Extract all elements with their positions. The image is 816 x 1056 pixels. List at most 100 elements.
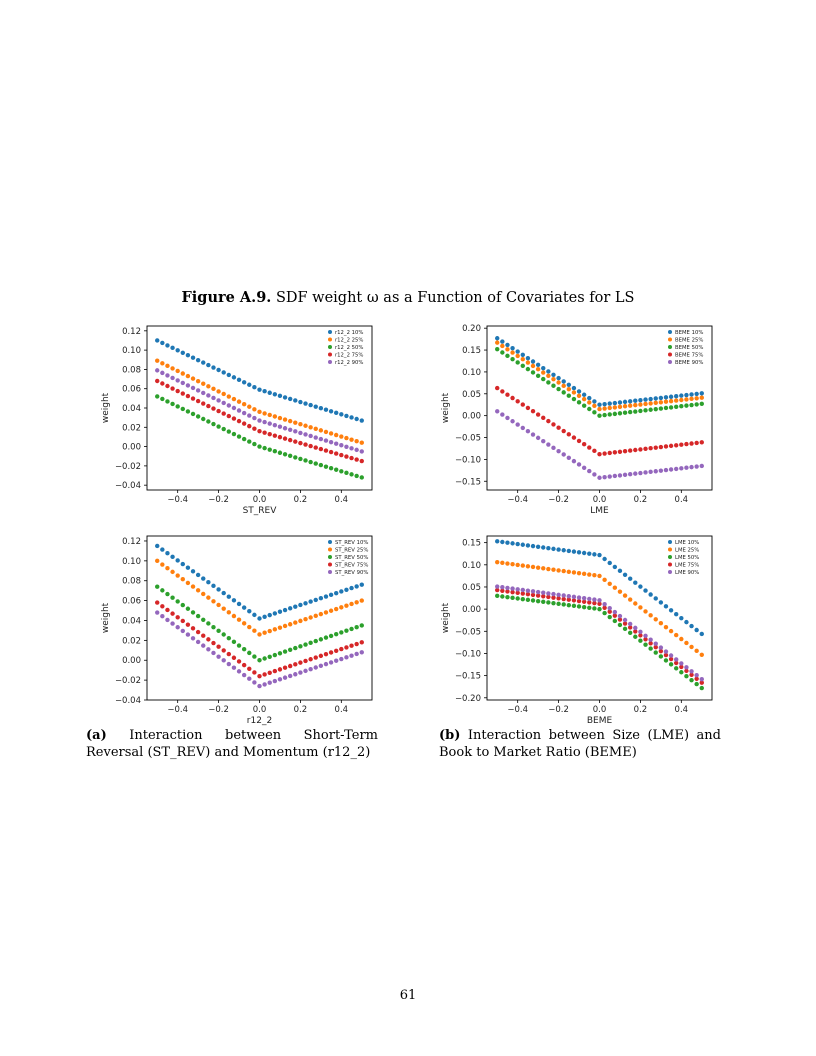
data-point: [241, 647, 247, 652]
data-point: [323, 448, 329, 453]
data-point: [241, 436, 247, 442]
data-point: [587, 400, 592, 405]
legend-label: r12_2 25%: [335, 338, 363, 344]
data-point: [303, 616, 308, 622]
data-point: [561, 596, 566, 602]
chart-st-rev: −0.4 −0.2 0.0 0.2 0.4 −0.04 −0.02 0.00 0.02 0.04 0…: [101, 325, 373, 516]
data-point: [597, 402, 602, 407]
data-point: [226, 372, 232, 378]
data-point: [226, 594, 232, 599]
data-point: [689, 402, 694, 408]
data-point: [165, 550, 170, 556]
data-point: [313, 445, 318, 450]
y-tick-label: 0.20: [462, 324, 481, 334]
data-point: [308, 433, 313, 439]
data-point: [551, 372, 556, 378]
data-point: [185, 409, 191, 414]
y-tick-label: −0.04: [115, 481, 141, 491]
y-tick-label: 0.00: [462, 605, 481, 615]
data-point: [195, 588, 201, 593]
data-point: [195, 357, 201, 363]
data-point: [581, 442, 587, 447]
data-point: [211, 650, 216, 656]
data-point: [323, 438, 329, 443]
data-point: [277, 677, 283, 682]
data-point: [643, 446, 648, 452]
data-point: [231, 416, 237, 421]
data-point: [175, 615, 180, 620]
data-point: [313, 435, 318, 440]
data-point: [571, 390, 577, 395]
data-point: [505, 585, 510, 591]
data-point: [344, 628, 349, 633]
data-point: [505, 342, 510, 348]
data-point: [679, 661, 684, 666]
data-point: [653, 406, 658, 412]
data-point: [180, 380, 185, 386]
data-point: [313, 404, 318, 409]
data-point: [576, 570, 582, 576]
data-point: [525, 360, 531, 365]
data-point: [581, 599, 587, 604]
data-point: [638, 397, 643, 403]
x-axis-label: BEME: [587, 716, 613, 726]
data-point: [694, 440, 699, 446]
data-point: [282, 452, 288, 457]
data-point: [344, 587, 349, 592]
data-point: [195, 388, 201, 393]
y-tick-label: −0.20: [455, 694, 481, 704]
data-point: [293, 645, 298, 651]
data-point: [561, 452, 566, 457]
legend-label: ST_REV 75%: [335, 563, 368, 569]
data-point: [257, 673, 262, 679]
data-point: [622, 617, 628, 623]
data-point: [252, 407, 257, 412]
data-point: [551, 383, 556, 388]
series-4: [155, 600, 364, 679]
data-point: [571, 385, 577, 391]
data-point: [663, 658, 669, 663]
data-point: [344, 470, 349, 476]
data-point: [525, 591, 531, 597]
data-point: [298, 670, 303, 675]
y-tick-label: 0.12: [122, 537, 141, 547]
data-point: [211, 406, 216, 411]
data-point: [334, 451, 339, 456]
data-point: [344, 655, 349, 660]
data-point: [195, 639, 201, 645]
caption-a-label: (a): [86, 728, 107, 743]
data-point: [155, 368, 160, 373]
data-point: [277, 609, 283, 614]
data-point: [689, 392, 694, 397]
data-point: [272, 611, 278, 616]
data-point: [328, 465, 334, 471]
data-point: [638, 402, 643, 407]
chart-panel-4: −0.4 −0.2 0.0 0.2 0.4 −0.20 −0.15 −0.10 −0.05 0.0…: [440, 528, 720, 728]
data-point: [287, 622, 293, 627]
data-point: [359, 598, 364, 603]
data-point: [668, 608, 674, 613]
data-point: [277, 415, 283, 421]
data-point: [221, 411, 226, 416]
data-point: [165, 363, 170, 369]
data-point: [318, 446, 324, 452]
data-point: [313, 665, 318, 670]
data-point: [211, 365, 216, 370]
data-point: [267, 412, 272, 418]
data-point: [587, 445, 592, 450]
data-point: [510, 541, 515, 546]
data-point: [318, 611, 324, 617]
data-point: [175, 404, 180, 409]
data-point: [658, 654, 664, 659]
data-point: [221, 391, 226, 397]
data-point: [195, 414, 201, 419]
legend-label: r12_2 75%: [335, 353, 363, 359]
figure-label: Figure A.9.: [181, 289, 272, 306]
data-point: [674, 612, 679, 617]
legend-label: ST_REV 90%: [335, 570, 368, 576]
data-point: [576, 604, 582, 609]
x-tick-label: 0.4: [335, 705, 349, 715]
data-point: [287, 673, 293, 679]
series-3: [495, 593, 704, 691]
legend-label: BEME 50%: [675, 345, 703, 351]
